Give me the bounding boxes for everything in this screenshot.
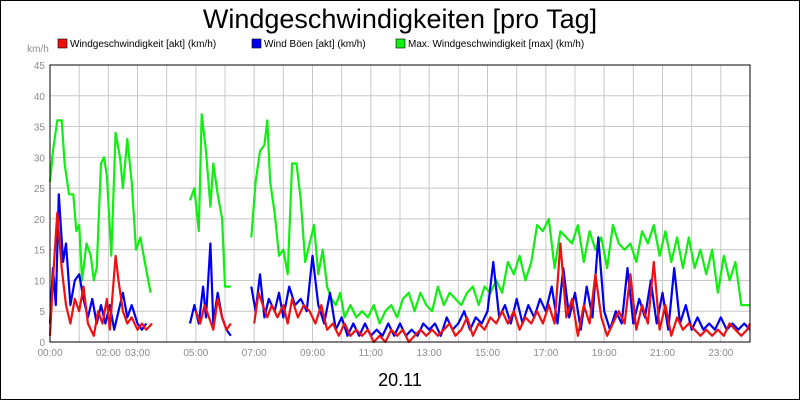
y-tick-label: 30	[34, 153, 46, 164]
x-tick-label: 17:00	[533, 348, 558, 359]
legend-label-wind-speed: Windgeschwindigkeit [akt] (km/h)	[70, 39, 216, 50]
legend-swatch-max-speed	[395, 38, 406, 49]
x-tick-label: 19:00	[592, 348, 617, 359]
x-tick-label: 05:00	[183, 348, 208, 359]
y-tick-label: 0	[39, 338, 45, 349]
y-tick-label: 45	[34, 61, 46, 72]
legend-label-gusts: Wind Böen [akt] (km/h)	[264, 39, 366, 50]
series-line-max-speed	[250, 119, 750, 325]
legend-swatch-wind-speed	[57, 38, 68, 49]
y-tick-label: 40	[34, 92, 46, 103]
x-tick-label: 15:00	[475, 348, 500, 359]
y-tick-label: 5	[39, 307, 45, 318]
series-line-max-speed	[188, 113, 231, 288]
series-line-max-speed	[48, 119, 152, 294]
y-axis-ticks: 0 5 10 15 20 25 30 35 40 45	[34, 61, 46, 349]
x-tick-label: 00:00	[37, 348, 62, 359]
x-axis-date-label: 20.11	[378, 370, 422, 390]
series-line-gusts	[48, 193, 148, 331]
y-tick-label: 10	[34, 276, 46, 287]
legend-label-max-speed: Max. Windgeschwindigkeit [max] (km/h)	[408, 39, 584, 50]
x-tick-label: 02:00	[96, 348, 121, 359]
legend: Windgeschwindigkeit [akt] (km/h) Wind Bö…	[57, 38, 584, 50]
x-tick-label: 21:00	[650, 348, 675, 359]
y-tick-label: 25	[34, 184, 46, 195]
series-line-wind-speed	[253, 242, 751, 344]
x-tick-label: 13:00	[417, 348, 442, 359]
x-tick-label: 03:00	[125, 348, 150, 359]
x-tick-label: 23:00	[708, 348, 733, 359]
chart-title: Windgeschwindigkeiten [pro Tag]	[203, 4, 597, 34]
y-axis-unit: km/h	[27, 44, 49, 55]
series-line-gusts	[250, 236, 751, 337]
plot-area	[49, 64, 751, 343]
y-tick-label: 15	[34, 246, 46, 257]
series-line-wind-speed	[48, 211, 153, 337]
x-tick-label: 11:00	[359, 348, 384, 359]
x-tick-label: 09:00	[300, 348, 325, 359]
series-lines	[48, 113, 751, 344]
series-line-wind-speed	[194, 297, 232, 331]
x-axis-ticks: 00:00 02:00 03:00 05:00 07:00 09:00 11:00 13:00…	[37, 348, 733, 359]
y-tick-label: 20	[34, 215, 46, 226]
legend-swatch-gusts	[251, 38, 262, 49]
grid	[49, 64, 751, 343]
x-tick-label: 07:00	[242, 348, 267, 359]
y-tick-label: 35	[34, 123, 46, 134]
